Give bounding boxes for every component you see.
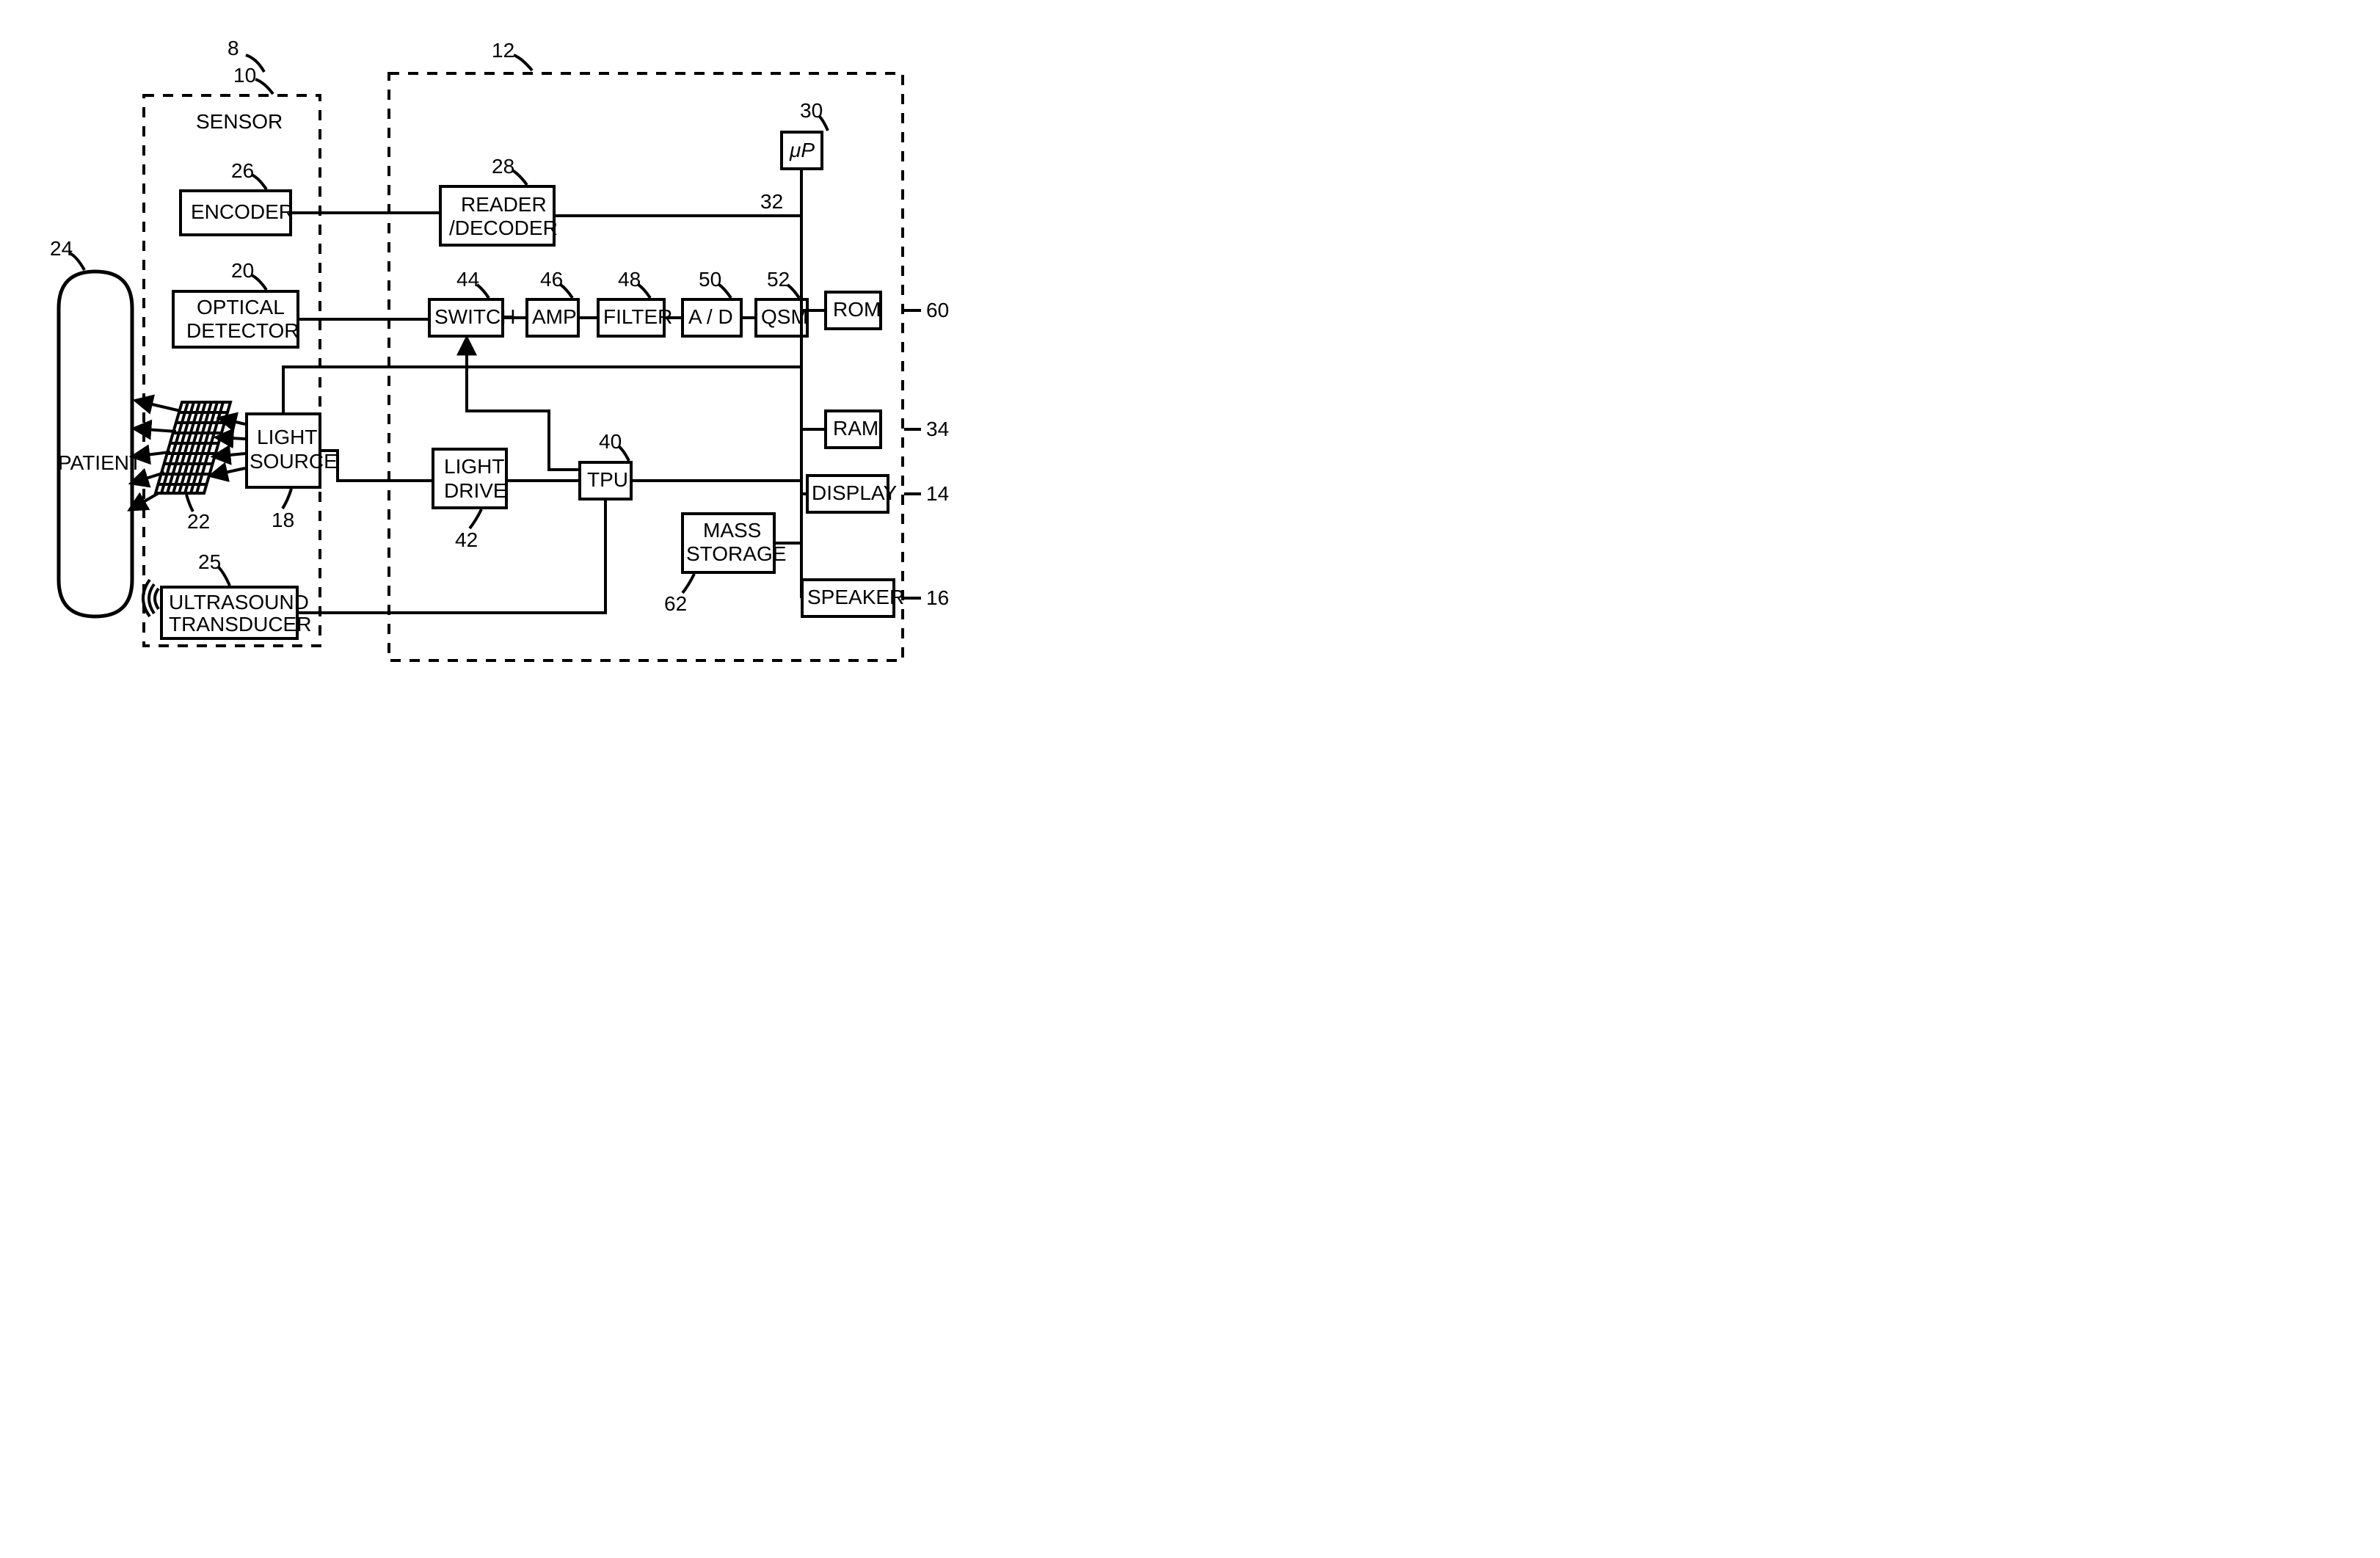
grid-mesh — [156, 402, 230, 493]
speaker-label: SPEAKER — [807, 586, 904, 608]
ad-label: A / D — [688, 305, 733, 328]
optical-detector-label-1: OPTICAL — [197, 296, 285, 318]
reader-label-2: /DECODER — [449, 216, 558, 239]
light-source-label-1: LIGHT — [257, 426, 317, 448]
ref-34: 34 — [926, 418, 949, 440]
ref-16: 16 — [926, 586, 949, 609]
ram-label: RAM — [833, 417, 878, 440]
arrow-ls-2 — [217, 437, 245, 439]
wire-us-tpu — [297, 499, 605, 613]
ref-24: 24 — [50, 237, 73, 260]
patient-label: PATIENT — [58, 451, 142, 474]
arrow-gp-1 — [137, 401, 181, 411]
tpu-label: TPU — [587, 468, 628, 491]
light-source-label-2: SOURCE — [250, 450, 338, 473]
light-drive-label-2: DRIVE — [444, 479, 507, 502]
leader-12 — [514, 55, 532, 70]
ref-20: 20 — [231, 259, 254, 282]
ultrasound-label-2: TRANSDUCER — [169, 613, 311, 636]
reader-label-1: READER — [461, 193, 547, 216]
ref-22: 22 — [187, 510, 210, 533]
light-drive-label-1: LIGHT — [444, 455, 504, 478]
diagram-svg: 8 SENSOR 10 12 PATIENT 24 ENCODER 26 OPT… — [0, 0, 1101, 721]
encoder-label: ENCODER — [191, 200, 294, 223]
filter-label: FILTER — [603, 305, 672, 328]
ref-30: 30 — [800, 99, 823, 122]
ref-25: 25 — [198, 550, 221, 573]
sensor-title: SENSOR — [196, 110, 283, 133]
us-arc-2 — [149, 584, 154, 614]
ref-62: 62 — [664, 592, 687, 615]
ref-48: 48 — [618, 268, 641, 291]
optical-detector-label-2: DETECTOR — [186, 319, 299, 342]
up-label: μP — [789, 139, 815, 161]
ref-12: 12 — [492, 39, 514, 62]
ref-42: 42 — [455, 528, 478, 551]
ref-52: 52 — [767, 268, 790, 291]
us-arc-1 — [155, 589, 159, 609]
leader-42 — [470, 509, 481, 528]
mass-storage-label-2: STORAGE — [686, 542, 786, 565]
leader-10 — [255, 79, 273, 94]
arrow-ls-4 — [211, 468, 245, 476]
wire-ld-ls — [320, 451, 433, 481]
leader-62 — [683, 574, 694, 593]
ref-28: 28 — [492, 155, 514, 178]
ultrasound-label-1: ULTRASOUND — [169, 591, 309, 614]
leader-22 — [186, 495, 193, 512]
ref-40: 40 — [599, 430, 622, 453]
amp-label: AMP — [532, 305, 577, 328]
wire-ls-bus — [283, 367, 801, 414]
ref-46: 46 — [540, 268, 563, 291]
patient-capsule — [59, 272, 132, 616]
ref-44: 44 — [456, 268, 479, 291]
ref-18: 18 — [272, 509, 294, 531]
arrow-gp-2 — [135, 429, 176, 432]
leader-18 — [283, 489, 291, 509]
ref-60: 60 — [926, 299, 949, 321]
display-label: DISPLAY — [812, 481, 898, 504]
ref-14: 14 — [926, 482, 949, 505]
ref-32: 32 — [760, 190, 783, 213]
ref-10: 10 — [233, 64, 256, 87]
ref-26: 26 — [231, 159, 254, 182]
arrow-ls-3 — [214, 454, 245, 456]
mass-storage-label-1: MASS — [703, 519, 761, 542]
ref-50: 50 — [699, 268, 721, 291]
ref-8: 8 — [228, 37, 239, 59]
rom-label: ROM — [833, 298, 881, 321]
